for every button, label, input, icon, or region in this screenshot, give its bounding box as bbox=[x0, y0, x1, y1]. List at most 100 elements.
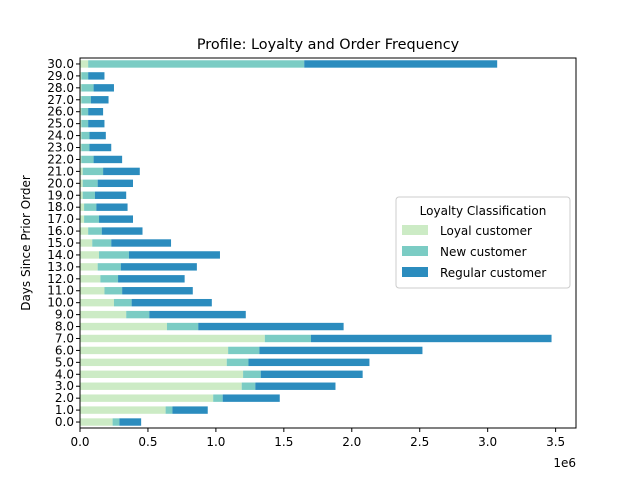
bar-loyal-customer-3.0 bbox=[80, 382, 242, 390]
bar-loyal-customer-8.0 bbox=[80, 322, 167, 331]
bar-loyal-customer-11.0 bbox=[80, 287, 105, 295]
bar-new-customer-14.0 bbox=[99, 251, 129, 259]
bar-new-customer-23.0 bbox=[81, 143, 90, 152]
y-tick-label: 7.0 bbox=[55, 331, 74, 345]
bar-new-customer-3.0 bbox=[241, 382, 256, 390]
bar-new-customer-5.0 bbox=[226, 358, 249, 367]
bar-new-customer-29.0 bbox=[81, 72, 89, 80]
y-tick-label: 15.0 bbox=[47, 236, 74, 250]
y-axis: 0.01.02.03.04.05.06.07.08.09.010.011.012… bbox=[47, 57, 80, 429]
bar-loyal-customer-14.0 bbox=[80, 251, 100, 259]
bar-regular-customer-25.0 bbox=[88, 119, 105, 128]
bar-regular-customer-24.0 bbox=[89, 131, 106, 140]
y-tick-label: 9.0 bbox=[55, 308, 74, 322]
bar-new-customer-22.0 bbox=[81, 155, 94, 164]
y-tick-label: 27.0 bbox=[47, 93, 74, 107]
bar-loyal-customer-16.0 bbox=[80, 227, 89, 235]
bar-new-customer-13.0 bbox=[97, 263, 121, 271]
bar-new-customer-18.0 bbox=[84, 203, 97, 211]
bar-loyal-customer-27.0 bbox=[80, 96, 82, 104]
x-tick-label: 3.0 bbox=[478, 435, 497, 449]
bar-new-customer-9.0 bbox=[126, 310, 150, 319]
legend-box bbox=[395, 196, 571, 289]
bar-loyal-customer-9.0 bbox=[80, 310, 127, 319]
bar-new-customer-16.0 bbox=[88, 227, 102, 235]
bar-regular-customer-3.0 bbox=[255, 382, 336, 390]
bar-regular-customer-27.0 bbox=[90, 96, 109, 104]
y-tick-label: 23.0 bbox=[47, 141, 74, 155]
y-tick-label: 18.0 bbox=[47, 200, 74, 214]
bar-loyal-customer-12.0 bbox=[80, 275, 101, 283]
bar-regular-customer-7.0 bbox=[311, 334, 552, 343]
legend-entry-label: New customer bbox=[440, 245, 527, 259]
y-tick-label: 6.0 bbox=[55, 343, 74, 357]
legend: Loyalty Classification Loyal customer New … bbox=[395, 196, 571, 289]
bar-loyal-customer-10.0 bbox=[80, 298, 114, 307]
bar-loyal-customer-24.0 bbox=[80, 131, 82, 140]
y-tick-label: 5.0 bbox=[55, 355, 74, 369]
bar-loyal-customer-13.0 bbox=[80, 263, 98, 271]
bar-regular-customer-16.0 bbox=[101, 227, 143, 235]
bar-regular-customer-9.0 bbox=[149, 310, 246, 319]
bar-regular-customer-29.0 bbox=[88, 72, 105, 80]
y-tick-label: 20.0 bbox=[47, 176, 74, 190]
bar-loyal-customer-23.0 bbox=[80, 143, 82, 152]
bar-regular-customer-28.0 bbox=[93, 84, 114, 92]
x-tick-label: 1.5 bbox=[274, 435, 293, 449]
bar-new-customer-21.0 bbox=[82, 167, 104, 176]
bar-new-customer-30.0 bbox=[88, 60, 305, 68]
bar-new-customer-8.0 bbox=[166, 322, 199, 331]
bar-loyal-customer-6.0 bbox=[80, 346, 229, 355]
bar-loyal-customer-19.0 bbox=[80, 191, 83, 199]
y-tick-label: 13.0 bbox=[47, 260, 74, 274]
bar-regular-customer-22.0 bbox=[93, 155, 123, 164]
bar-loyal-customer-25.0 bbox=[80, 119, 82, 128]
bar-loyal-customer-15.0 bbox=[80, 239, 93, 247]
bar-loyal-customer-1.0 bbox=[80, 406, 166, 414]
bar-regular-customer-30.0 bbox=[304, 60, 498, 68]
bar-regular-customer-0.0 bbox=[119, 418, 142, 426]
x-tick-label: 0.5 bbox=[138, 435, 157, 449]
bar-loyal-customer-0.0 bbox=[80, 418, 113, 426]
bar-new-customer-27.0 bbox=[81, 96, 91, 104]
legend-title: Loyalty Classification bbox=[420, 204, 547, 218]
bar-loyal-customer-29.0 bbox=[80, 72, 82, 80]
y-tick-label: 8.0 bbox=[55, 320, 74, 334]
y-tick-label: 2.0 bbox=[55, 391, 74, 405]
x-tick-label: 2.5 bbox=[410, 435, 429, 449]
bars-layer bbox=[80, 60, 552, 426]
bar-new-customer-26.0 bbox=[81, 108, 89, 116]
y-tick-label: 0.0 bbox=[55, 415, 74, 429]
bar-regular-customer-10.0 bbox=[131, 298, 212, 307]
y-tick-label: 22.0 bbox=[47, 152, 74, 166]
bar-new-customer-7.0 bbox=[264, 334, 312, 343]
bar-loyal-customer-28.0 bbox=[80, 84, 82, 92]
bar-loyal-customer-26.0 bbox=[80, 108, 82, 116]
bar-regular-customer-1.0 bbox=[172, 406, 208, 414]
legend-swatch bbox=[402, 225, 428, 235]
x-axis: 0.0 0.5 1.0 1.5 2.0 2.5 3.0 3.5 bbox=[70, 428, 565, 449]
y-tick-label: 29.0 bbox=[47, 69, 74, 83]
chart-title: Profile: Loyalty and Order Frequency bbox=[197, 37, 460, 53]
legend-swatch bbox=[402, 246, 428, 256]
bar-regular-customer-17.0 bbox=[99, 215, 133, 223]
bar-regular-customer-19.0 bbox=[94, 191, 127, 199]
bar-regular-customer-6.0 bbox=[259, 346, 423, 355]
bar-loyal-customer-21.0 bbox=[80, 167, 83, 176]
bar-regular-customer-20.0 bbox=[97, 179, 133, 188]
bar-regular-customer-8.0 bbox=[198, 322, 344, 331]
y-tick-label: 11.0 bbox=[47, 284, 74, 298]
bar-regular-customer-2.0 bbox=[222, 394, 280, 402]
y-axis-label: Days Since Prior Order bbox=[19, 175, 33, 311]
y-tick-label: 3.0 bbox=[55, 379, 74, 393]
legend-entry-label: Loyal customer bbox=[440, 224, 532, 238]
bar-new-customer-6.0 bbox=[228, 346, 260, 355]
legend-swatch bbox=[402, 267, 428, 277]
y-tick-label: 4.0 bbox=[55, 367, 74, 381]
y-tick-label: 14.0 bbox=[47, 248, 74, 262]
y-tick-label: 24.0 bbox=[47, 129, 74, 143]
bar-new-customer-11.0 bbox=[104, 287, 123, 295]
bar-loyal-customer-17.0 bbox=[80, 215, 85, 223]
bar-regular-customer-13.0 bbox=[120, 263, 197, 271]
bar-new-customer-25.0 bbox=[81, 119, 89, 128]
